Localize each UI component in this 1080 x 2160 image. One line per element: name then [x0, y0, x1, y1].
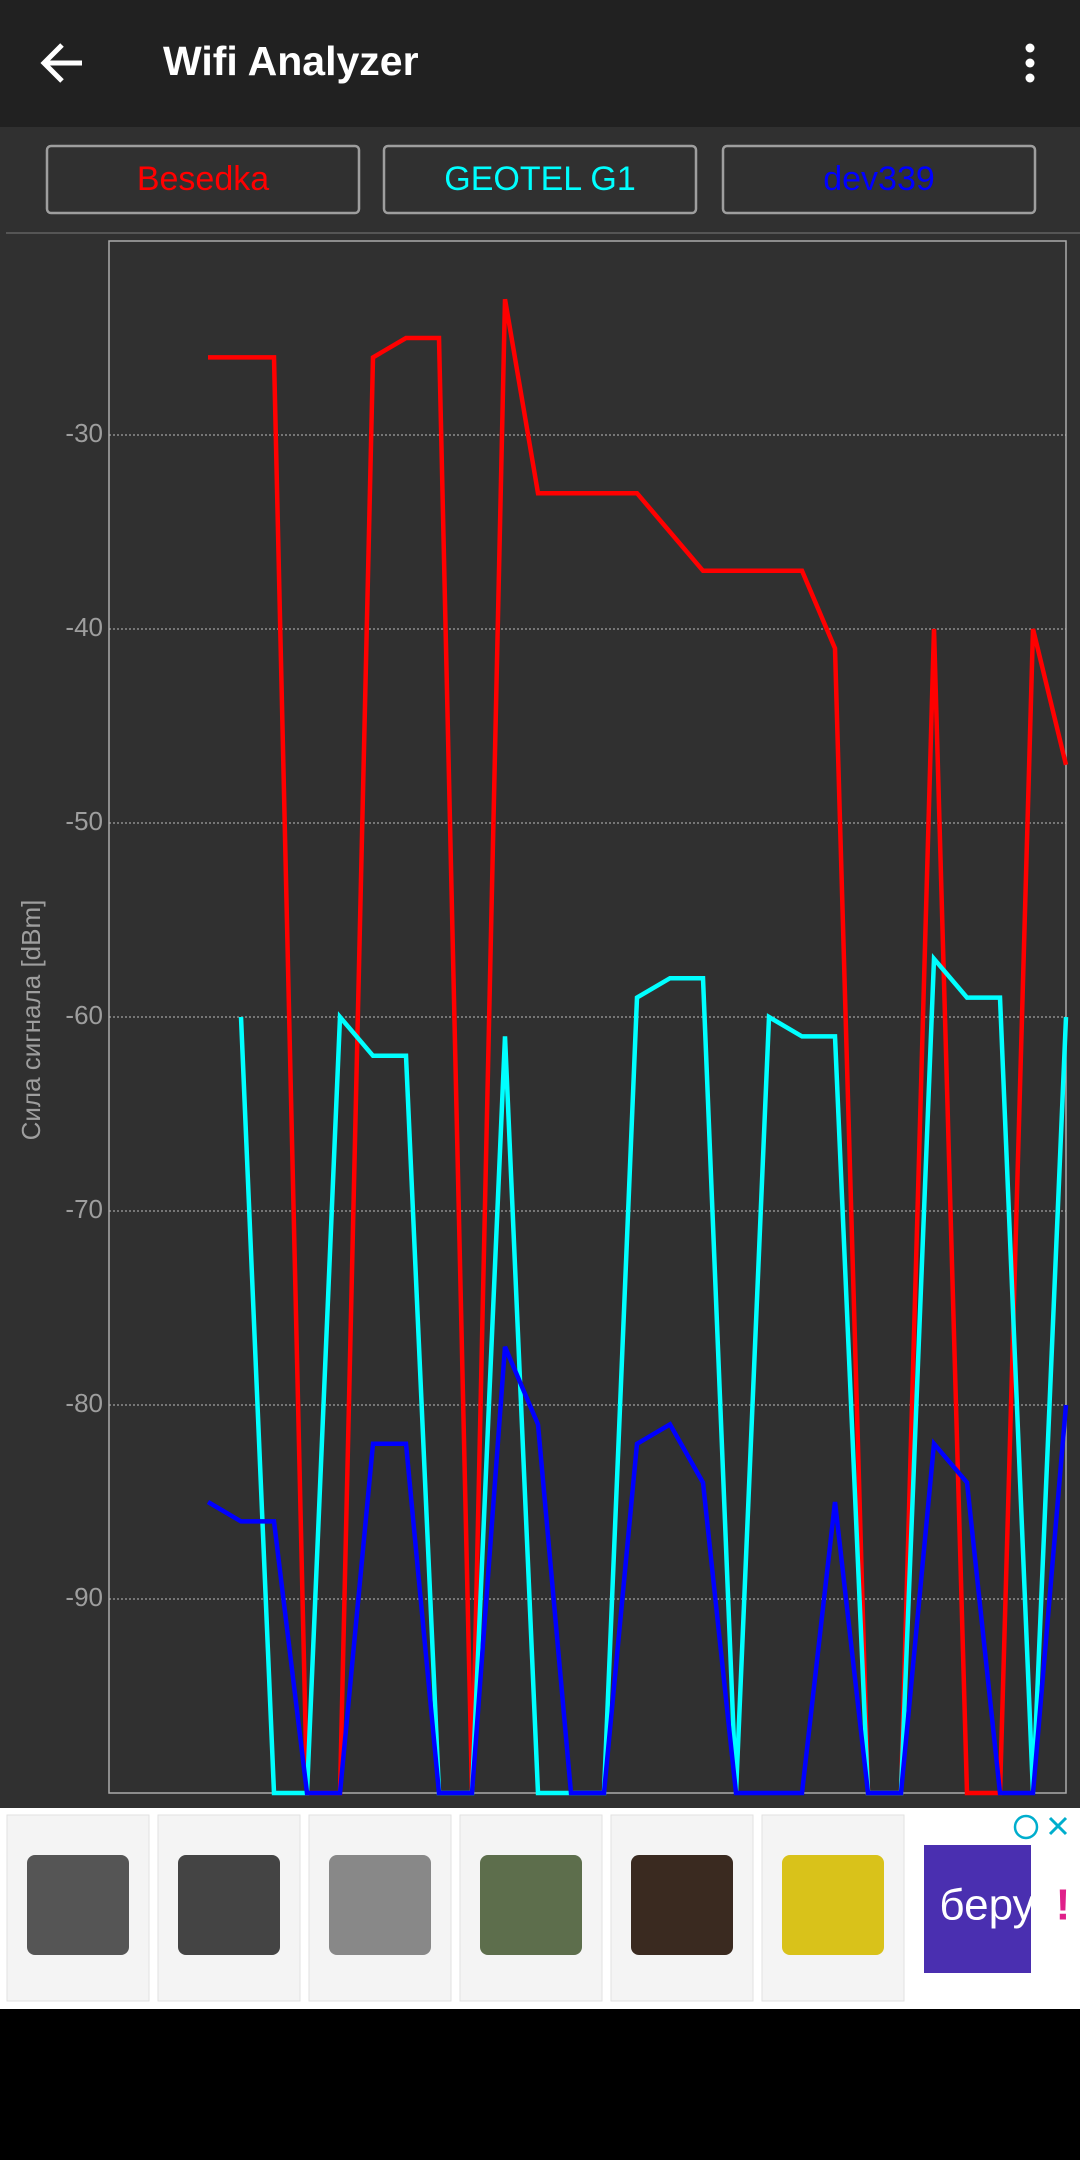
y-tick-label: -70 — [65, 1194, 103, 1224]
ad-brand: беру — [939, 1881, 1034, 1930]
y-tick-label: -90 — [65, 1582, 103, 1612]
ad-info[interactable] — [1013, 1814, 1039, 1840]
network-button-label: GEOTEL G1 — [444, 160, 635, 198]
y-tick-label: -40 — [65, 612, 103, 642]
signal-line — [206, 1345, 1069, 1796]
ad-product-image — [178, 1855, 280, 1955]
y-tick-label: -80 — [65, 1388, 103, 1418]
signal-line — [238, 952, 1069, 1796]
network-button-label: Besedka — [137, 160, 269, 198]
y-tick-label: -50 — [65, 806, 103, 836]
network-button[interactable] — [45, 144, 361, 215]
ad-product-image — [631, 1855, 733, 1955]
menu-button[interactable] — [1025, 43, 1035, 83]
app-bar — [0, 0, 1080, 127]
network-button[interactable] — [382, 144, 698, 215]
ad-product-image — [329, 1855, 431, 1955]
y-tick-label: -30 — [65, 418, 103, 448]
app-title: Wifi Analyzer — [163, 38, 419, 84]
ad-mark: ! — [1056, 1881, 1071, 1930]
ad-product-image — [27, 1855, 129, 1955]
network-button[interactable] — [721, 144, 1037, 215]
back-button[interactable] — [40, 43, 82, 83]
content — [0, 127, 1080, 1808]
ad-logo — [924, 1845, 1031, 1973]
y-tick-label: -60 — [65, 1000, 103, 1030]
signal-line — [208, 298, 1069, 1796]
ad-product-image — [782, 1855, 884, 1955]
network-button-label: dev339 — [823, 160, 935, 198]
y-axis-label: Сила сигнала [dBm] — [16, 900, 46, 1141]
ad-product-image — [480, 1855, 582, 1955]
ad-close[interactable] — [1048, 1816, 1068, 1836]
